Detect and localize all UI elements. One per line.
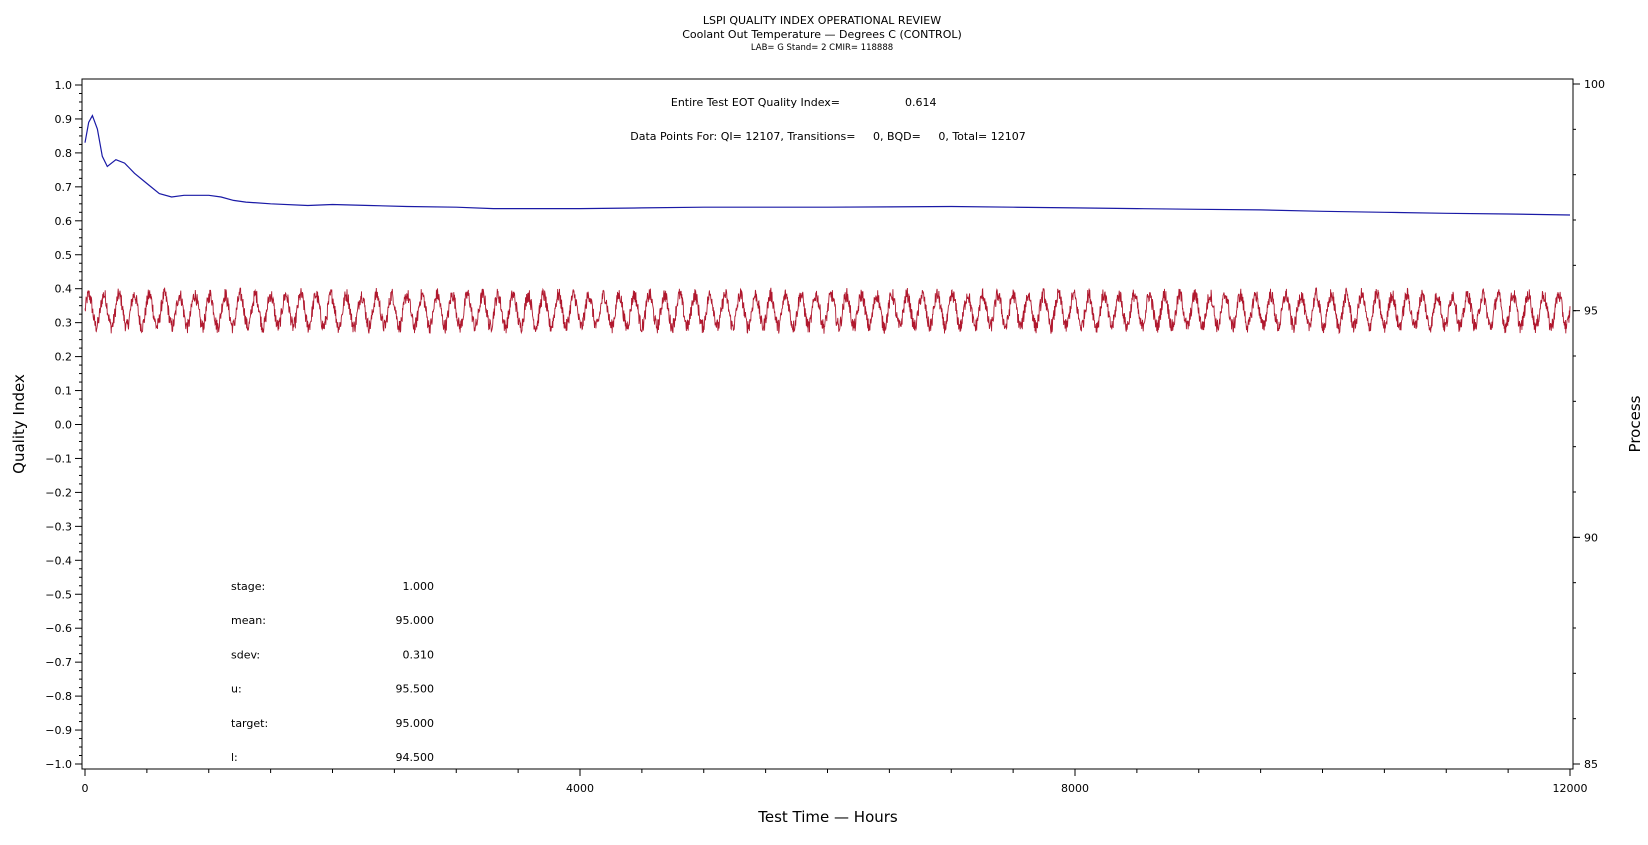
y-tick-label: −0.1 [45, 452, 72, 465]
y-tick-label: 0.6 [55, 215, 73, 228]
x-tick-label: 0 [82, 782, 89, 795]
stat-value: 0.310 [403, 648, 435, 661]
right-y-axis: 100 95 90 85 [1573, 78, 1605, 771]
y-tick-label: −0.7 [45, 656, 72, 669]
stat-label: target: [231, 717, 268, 730]
stat-value: 94.500 [396, 751, 435, 764]
stat-label: u: [231, 683, 242, 696]
eot-value: 0.614 [905, 96, 937, 109]
stat-label: sdev: [231, 648, 260, 661]
plot-area [81, 78, 1574, 770]
x-axis: 0 4000 8000 12000 [82, 769, 1588, 795]
y-tick-label: −0.3 [45, 520, 72, 533]
stat-value: 95.500 [396, 683, 435, 696]
stat-label: l: [231, 751, 238, 764]
stat-value: 95.000 [396, 614, 435, 627]
y-tick-label: −0.4 [45, 554, 72, 567]
y-tick-label: 0.2 [55, 351, 73, 364]
y-tick-label: 0.0 [55, 419, 73, 432]
x-tick-label: 4000 [566, 782, 594, 795]
eot-label: Entire Test EOT Quality Index= [671, 96, 840, 109]
series-layer [84, 114, 1571, 335]
data-points-text: Data Points For: QI= 12107, Transitions=… [630, 130, 1025, 143]
stat-value: 95.000 [396, 717, 435, 730]
chart-title: LSPI QUALITY INDEX OPERATIONAL REVIEW [703, 14, 941, 27]
x-axis-title: Test Time — Hours [757, 808, 898, 826]
y-tick-label: 0.8 [55, 147, 73, 160]
y-tick-label: −1.0 [45, 758, 72, 771]
stat-value: 1.000 [403, 580, 435, 593]
stat-label: stage: [231, 580, 265, 593]
y2-tick-label: 100 [1584, 78, 1605, 91]
chart-subtitle: Coolant Out Temperature — Degrees C (CON… [682, 28, 962, 41]
series-process-line [84, 286, 1571, 335]
y-tick-label: −0.2 [45, 486, 72, 499]
y-tick-label: 0.3 [55, 317, 73, 330]
y2-tick-label: 95 [1584, 305, 1598, 318]
y-tick-label: 1.0 [55, 79, 73, 92]
y-tick-label: 0.4 [55, 283, 73, 296]
stat-label: mean: [231, 614, 266, 627]
y-axis-title: Quality Index [10, 374, 28, 474]
y2-tick-label: 85 [1584, 758, 1598, 771]
left-y-axis: 1.0 0.9 0.8 0.7 0.6 0.5 0.4 0.3 0.2 0.1 0.0 −0.1 −0.… [45, 79, 82, 771]
y-tick-label: 0.9 [55, 113, 73, 126]
y-tick-label: 0.1 [55, 385, 73, 398]
y-tick-label: −0.9 [45, 724, 72, 737]
x-tick-label: 12000 [1553, 782, 1588, 795]
stats-block: stage: 1.000 mean: 95.000 sdev: 0.310 u: 95.500… [231, 580, 434, 764]
y2-axis-title: Process [1626, 395, 1644, 452]
y-tick-label: 0.7 [55, 181, 73, 194]
x-tick-label: 8000 [1061, 782, 1089, 795]
y-tick-label: −0.6 [45, 622, 72, 635]
series-quality-index-line [84, 114, 1571, 216]
y-tick-label: 0.5 [55, 249, 73, 262]
y-tick-label: −0.8 [45, 690, 72, 703]
y2-tick-label: 90 [1584, 531, 1598, 544]
chart-meta: LAB= G Stand= 2 CMIR= 118888 [751, 43, 893, 53]
y-tick-label: −0.5 [45, 588, 72, 601]
